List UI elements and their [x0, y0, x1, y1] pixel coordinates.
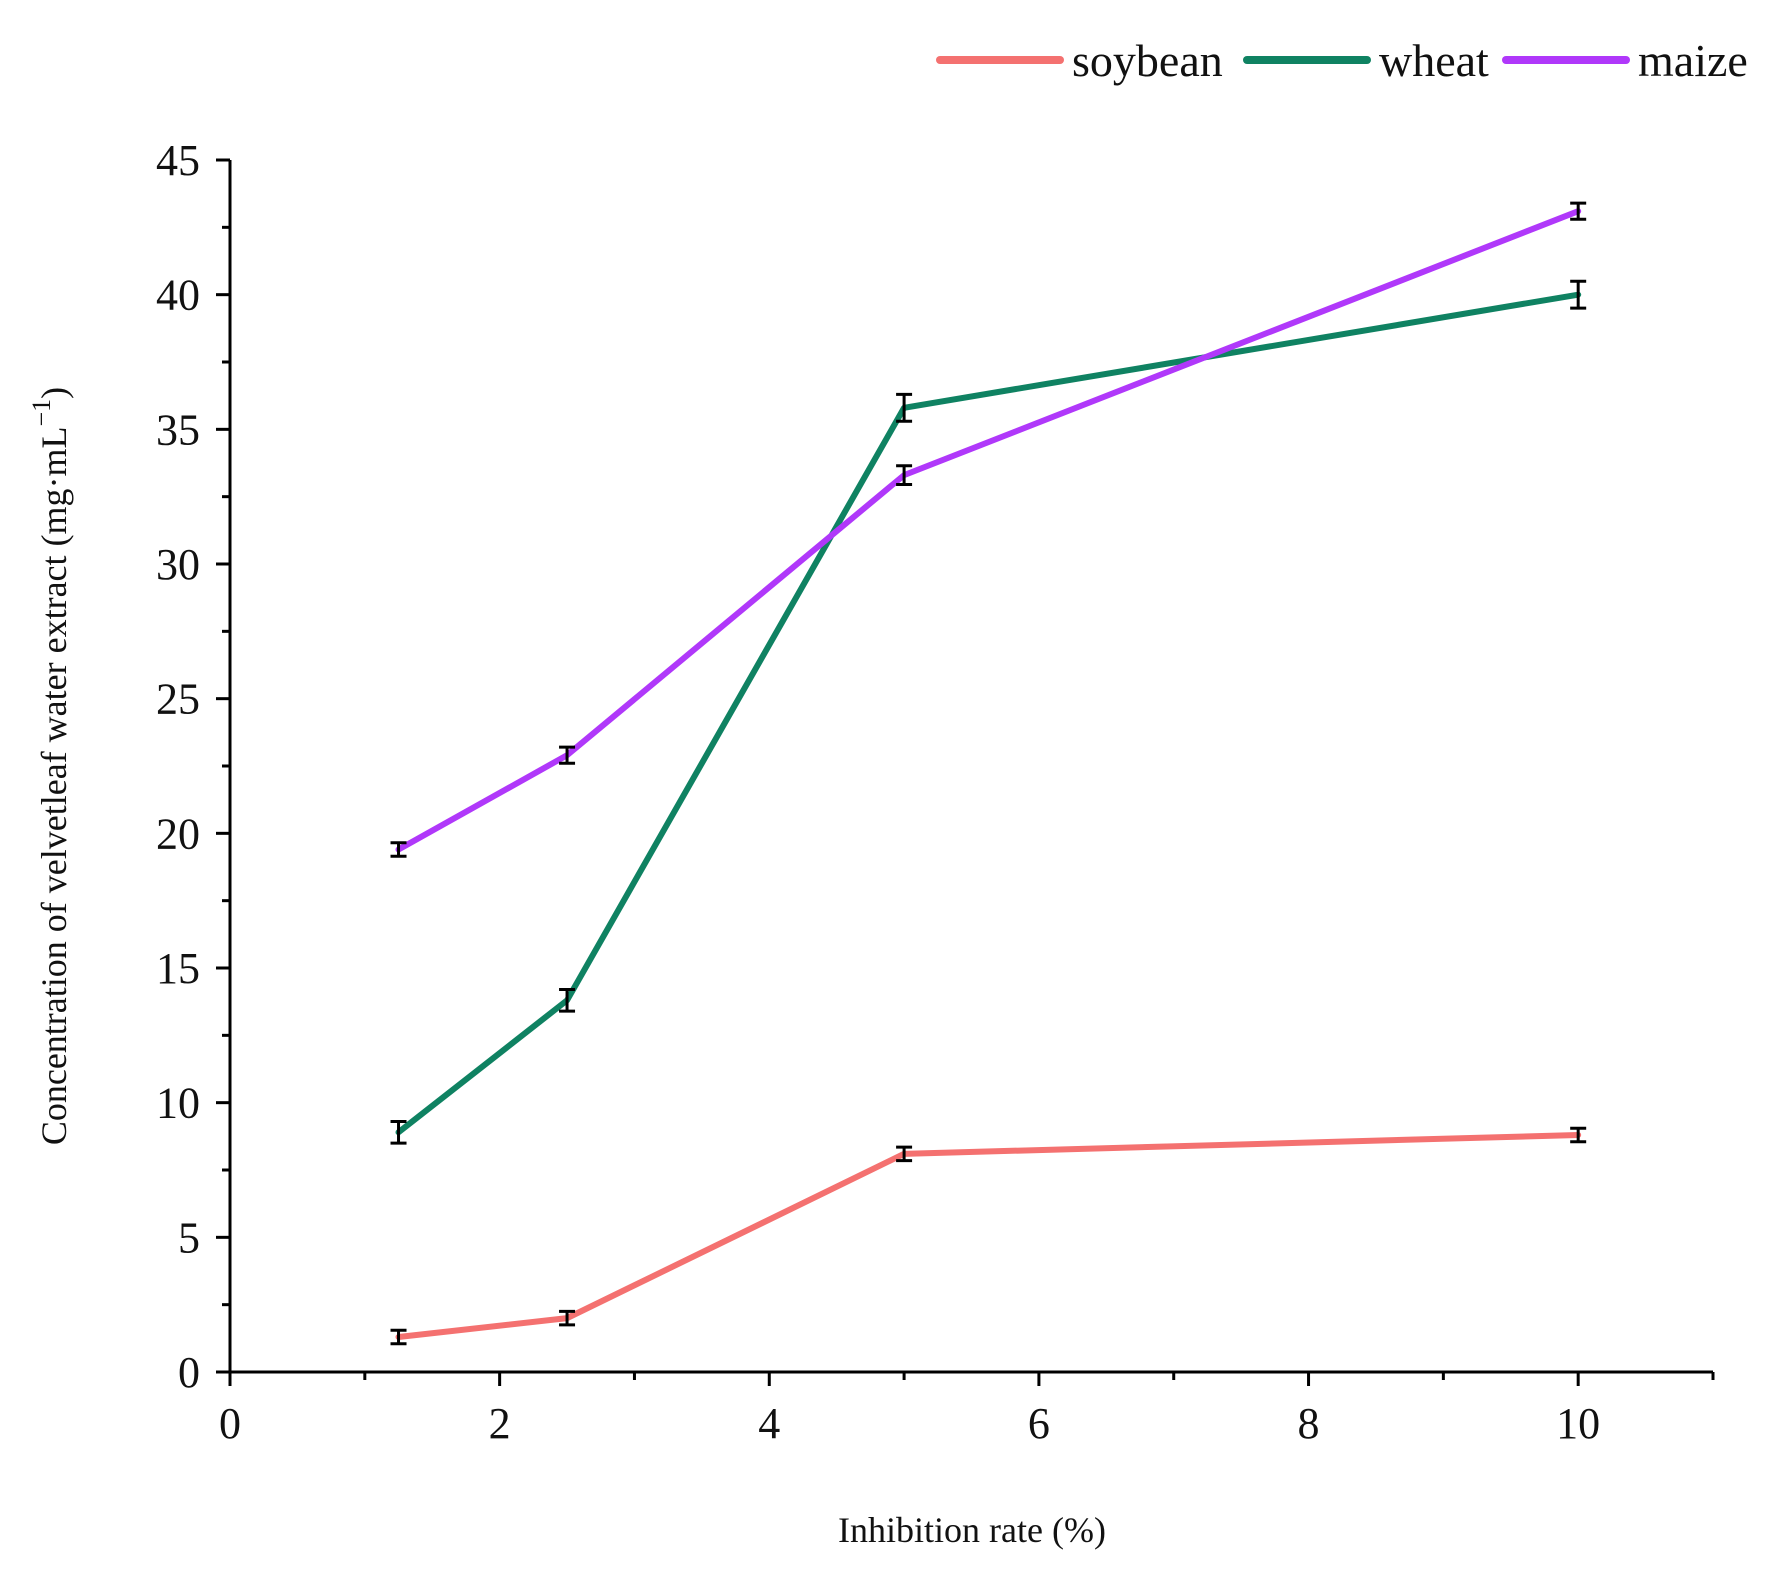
axes	[228, 160, 1713, 1374]
legend-item-soybean: soybean	[936, 35, 1223, 86]
x-axis-title: Inhibition rate (%)	[838, 1510, 1106, 1550]
y-tick-label: 45	[156, 136, 200, 185]
legend-item-wheat: wheat	[1243, 35, 1489, 86]
x-ticks: 0 2 4 6 8 10	[219, 1372, 1715, 1448]
error-bar-wheat	[559, 988, 576, 1013]
y-tick-label: 35	[156, 405, 200, 454]
y-tick-label: 30	[156, 540, 200, 589]
error-bar-maize	[559, 745, 576, 765]
legend-item-maize: maize	[1502, 35, 1748, 86]
x-tick-label: 8	[1298, 1399, 1320, 1448]
y-tick-label: 40	[156, 271, 200, 320]
error-bar-soybean	[1570, 1126, 1587, 1144]
error-bar-wheat	[1570, 279, 1587, 310]
error-bar-soybean	[559, 1309, 576, 1327]
y-tick-label: 15	[156, 944, 200, 993]
x-tick-label: 4	[758, 1399, 780, 1448]
y-axis-title: Concentration of velvetleaf water extrac…	[27, 387, 74, 1145]
x-tick-label: 2	[489, 1399, 511, 1448]
x-tick-label: 6	[1028, 1399, 1050, 1448]
error-bar-soybean	[390, 1328, 407, 1346]
y-axis-title-main: Concentration of velvetleaf water extrac…	[34, 426, 74, 1145]
series-lines	[395, 208, 1582, 1340]
error-bar-wheat	[390, 1120, 407, 1145]
legend-label-maize: maize	[1638, 35, 1748, 86]
y-ticks: 0 5 10 15 20 25 30 35 40 45	[156, 136, 230, 1397]
series-line-maize	[395, 208, 1582, 853]
legend-label-wheat: wheat	[1379, 35, 1489, 86]
y-tick-label: 0	[178, 1348, 200, 1397]
series-line-wheat	[395, 291, 1582, 1136]
error-bars	[390, 201, 1587, 1346]
legend: soybean wheat maize	[936, 35, 1748, 86]
y-tick-label: 5	[178, 1213, 200, 1262]
y-tick-label: 10	[156, 1079, 200, 1128]
y-axis-title-close: )	[34, 387, 74, 399]
error-bar-maize	[896, 464, 913, 487]
y-tick-label: 20	[156, 809, 200, 858]
error-bar-soybean	[896, 1145, 913, 1163]
y-tick-label: 25	[156, 675, 200, 724]
x-tick-label: 0	[219, 1399, 241, 1448]
error-bar-wheat	[896, 392, 913, 423]
legend-label-soybean: soybean	[1072, 35, 1223, 86]
y-axis-title-superscript: −1	[27, 399, 56, 427]
x-tick-label: 10	[1556, 1399, 1600, 1448]
error-bar-maize	[390, 841, 407, 858]
error-bar-maize	[1570, 201, 1587, 221]
series-line-soybean	[395, 1131, 1582, 1340]
